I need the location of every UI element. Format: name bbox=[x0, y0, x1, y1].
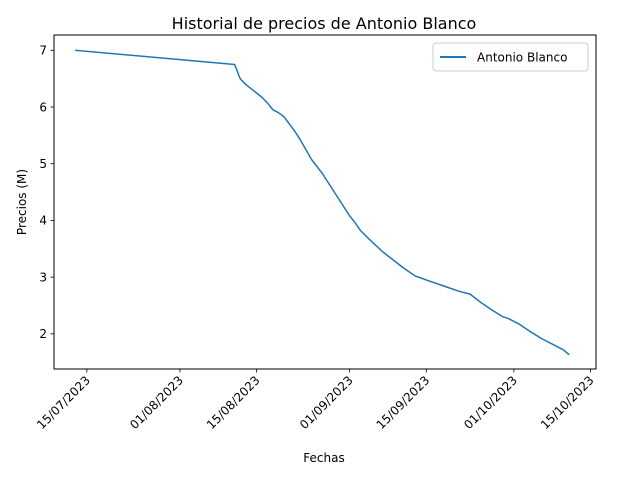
y-tick-label-3: 5 bbox=[39, 157, 47, 171]
series-line-0 bbox=[75, 49, 570, 356]
y-axis: 2 3 4 5 6 7 bbox=[39, 44, 54, 341]
y-tick-label-1: 3 bbox=[39, 270, 47, 284]
y-axis-label: Precios (M) bbox=[15, 169, 29, 235]
y-tick-label-0: 2 bbox=[39, 327, 47, 341]
series-layer bbox=[75, 49, 570, 356]
legend-label-antonio-blanco: Antonio Blanco bbox=[477, 51, 567, 65]
legend-box bbox=[432, 42, 589, 72]
y-tick-label-2: 4 bbox=[39, 214, 47, 228]
x-axis-label: Fechas bbox=[303, 451, 344, 465]
y-tick-label-4: 6 bbox=[39, 100, 47, 114]
legend: Antonio Blanco bbox=[432, 42, 589, 72]
chart-title: Historial de precios de Antonio Blanco bbox=[172, 14, 477, 33]
plot-area-frame bbox=[53, 34, 597, 370]
y-tick-label-5: 7 bbox=[39, 44, 47, 58]
